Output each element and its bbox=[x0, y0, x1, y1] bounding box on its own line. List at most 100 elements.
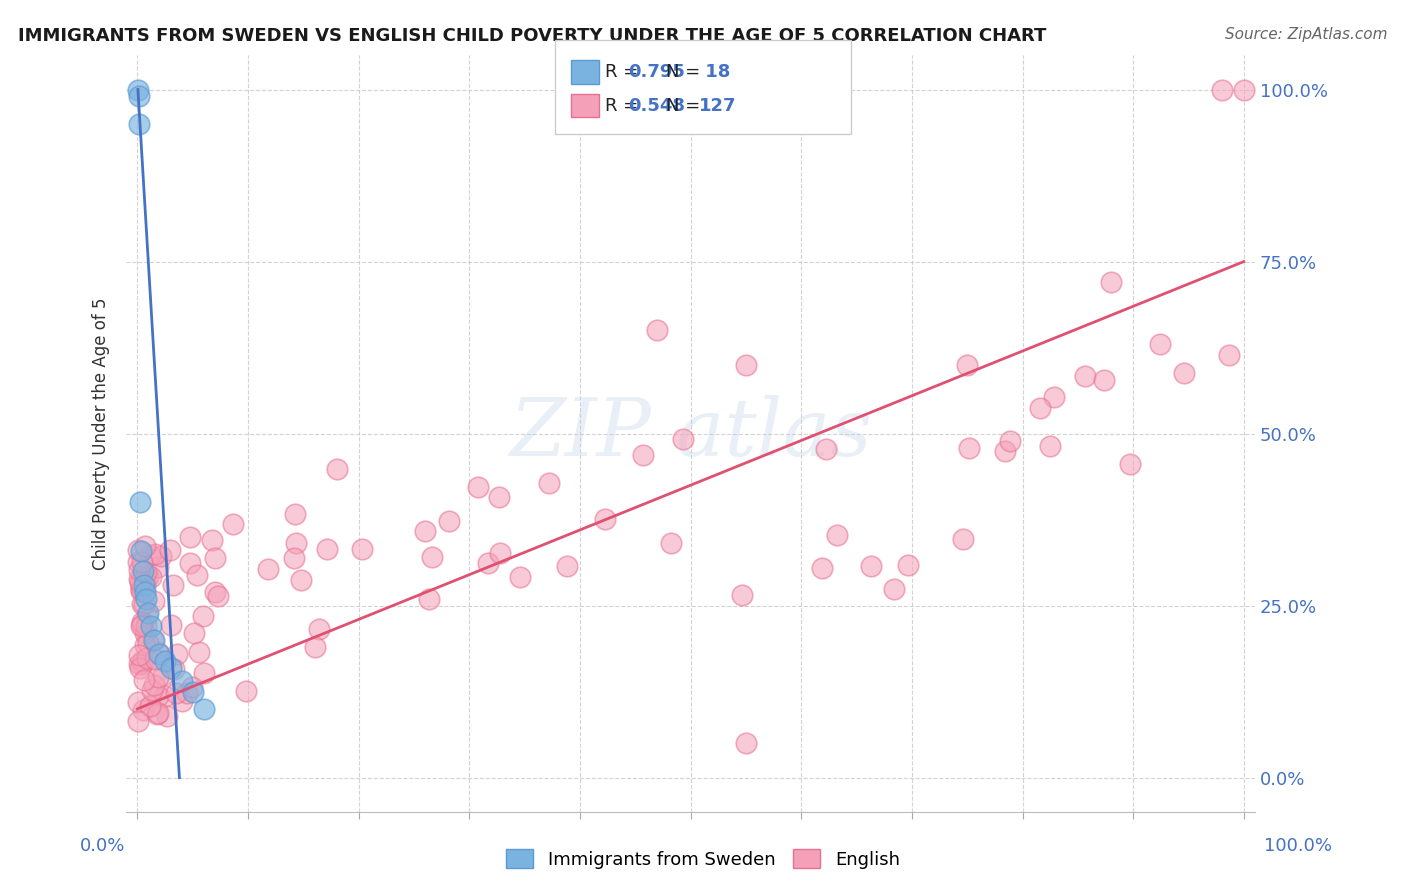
Point bbox=[467, 480, 489, 494]
Point bbox=[326, 462, 349, 476]
Point bbox=[998, 434, 1021, 448]
Point bbox=[437, 514, 460, 528]
Point bbox=[128, 648, 150, 662]
Point bbox=[136, 570, 159, 584]
Point bbox=[814, 442, 837, 456]
Point bbox=[132, 564, 155, 578]
Point bbox=[1119, 458, 1142, 472]
Text: ZIP atlas: ZIP atlas bbox=[509, 395, 872, 473]
Point bbox=[897, 558, 920, 573]
Point bbox=[1039, 440, 1062, 454]
Point bbox=[672, 432, 695, 446]
Text: IMMIGRANTS FROM SWEDEN VS ENGLISH CHILD POVERTY UNDER THE AGE OF 5 CORRELATION C: IMMIGRANTS FROM SWEDEN VS ENGLISH CHILD … bbox=[18, 27, 1046, 45]
Point bbox=[304, 640, 326, 654]
Point bbox=[131, 657, 153, 671]
Point bbox=[1073, 369, 1095, 384]
Point bbox=[129, 582, 152, 597]
Point bbox=[139, 549, 162, 563]
Text: 0.548: 0.548 bbox=[628, 96, 686, 114]
Point bbox=[647, 323, 669, 337]
Point bbox=[129, 579, 152, 593]
Point bbox=[128, 563, 150, 577]
Point bbox=[146, 669, 169, 683]
Point bbox=[1211, 82, 1233, 96]
Point bbox=[134, 585, 156, 599]
Point bbox=[146, 706, 169, 720]
Point bbox=[994, 444, 1017, 458]
Point bbox=[1029, 401, 1052, 415]
Point bbox=[735, 736, 758, 750]
Point bbox=[1218, 348, 1240, 362]
Point bbox=[146, 707, 169, 722]
Point bbox=[159, 660, 181, 674]
Point bbox=[283, 550, 305, 565]
Point bbox=[180, 680, 202, 694]
Point bbox=[142, 594, 165, 608]
Point bbox=[176, 686, 198, 700]
Point bbox=[136, 636, 159, 650]
Text: N =: N = bbox=[666, 62, 706, 80]
Point bbox=[165, 686, 187, 700]
Text: Source: ZipAtlas.com: Source: ZipAtlas.com bbox=[1225, 27, 1388, 42]
Point bbox=[488, 490, 510, 504]
Point bbox=[139, 619, 162, 633]
Point bbox=[859, 559, 882, 574]
Point bbox=[1099, 275, 1122, 289]
Point bbox=[129, 543, 152, 558]
Point bbox=[136, 609, 159, 624]
Point bbox=[153, 689, 176, 703]
Text: 0.0%: 0.0% bbox=[80, 837, 125, 855]
Point bbox=[129, 583, 152, 598]
Point bbox=[127, 695, 149, 709]
Legend: Immigrants from Sweden, English: Immigrants from Sweden, English bbox=[499, 842, 907, 876]
Point bbox=[148, 647, 170, 661]
Point bbox=[134, 573, 156, 587]
Point bbox=[138, 606, 160, 620]
Point bbox=[284, 507, 307, 521]
Point bbox=[139, 698, 162, 713]
Point bbox=[222, 517, 245, 532]
Point bbox=[957, 442, 980, 456]
Text: R =: R = bbox=[605, 62, 644, 80]
Point bbox=[143, 652, 166, 666]
Point bbox=[131, 597, 153, 611]
Point bbox=[256, 562, 278, 576]
Point bbox=[731, 588, 754, 602]
Point bbox=[153, 654, 176, 668]
Point bbox=[193, 666, 215, 681]
Point bbox=[1149, 337, 1171, 351]
Point bbox=[131, 615, 153, 629]
Point bbox=[418, 591, 440, 606]
Point bbox=[159, 543, 181, 558]
Point bbox=[155, 709, 177, 723]
Point bbox=[179, 530, 201, 544]
Point bbox=[134, 626, 156, 640]
Point bbox=[131, 555, 153, 569]
Point bbox=[132, 597, 155, 611]
Point bbox=[827, 527, 849, 541]
Point bbox=[811, 561, 834, 575]
Point bbox=[148, 690, 170, 704]
Point bbox=[186, 567, 208, 582]
Point bbox=[235, 684, 257, 698]
Point bbox=[146, 645, 169, 659]
Point bbox=[952, 533, 974, 547]
Point bbox=[127, 542, 149, 557]
Point bbox=[308, 622, 330, 636]
Point bbox=[193, 608, 215, 623]
Point bbox=[413, 524, 436, 539]
Point bbox=[135, 619, 157, 633]
Point bbox=[143, 547, 166, 561]
Point bbox=[143, 633, 166, 648]
Point bbox=[134, 539, 156, 553]
Point bbox=[538, 475, 561, 490]
Point bbox=[131, 654, 153, 668]
Point bbox=[141, 682, 163, 697]
Point bbox=[1092, 373, 1115, 387]
Point bbox=[179, 556, 201, 570]
Point bbox=[129, 661, 152, 675]
Point bbox=[956, 358, 979, 372]
Text: 100.0%: 100.0% bbox=[1264, 837, 1331, 855]
Point bbox=[128, 657, 150, 671]
Point bbox=[285, 535, 308, 549]
